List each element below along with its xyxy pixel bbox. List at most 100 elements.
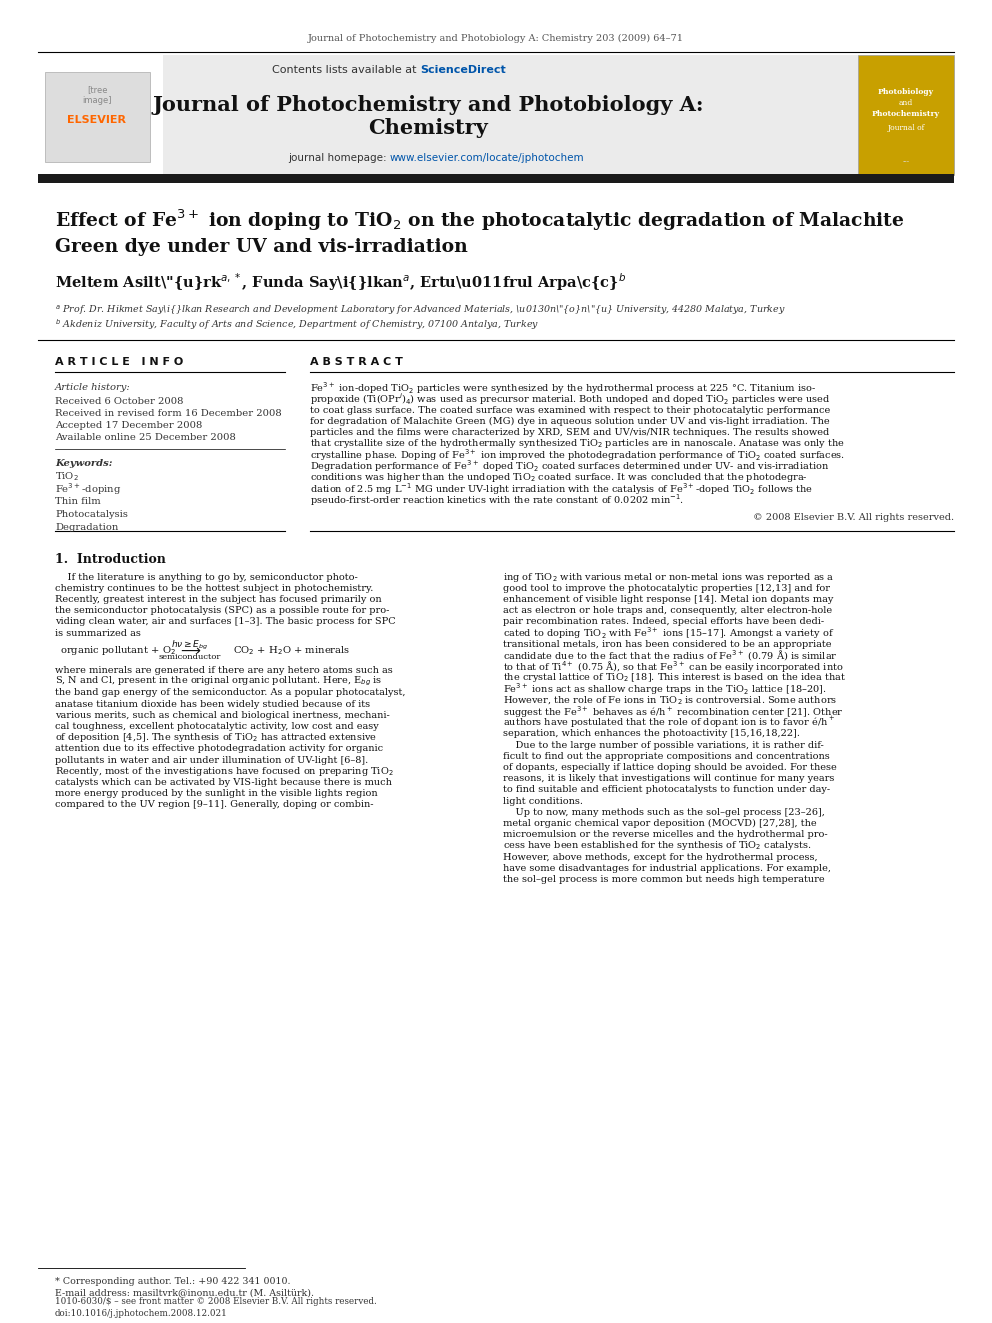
Text: Effect of Fe$^{3+}$ ion doping to TiO$_2$ on the photocatalytic degradation of M: Effect of Fe$^{3+}$ ion doping to TiO$_2… — [55, 208, 905, 233]
Text: have some disadvantages for industrial applications. For example,: have some disadvantages for industrial a… — [503, 864, 831, 873]
Text: Fe$^{3+}$ ion-doped TiO$_2$ particles were synthesized by the hydrothermal proce: Fe$^{3+}$ ion-doped TiO$_2$ particles we… — [310, 380, 816, 396]
Text: Journal of Photochemistry and Photobiology A:: Journal of Photochemistry and Photobiolo… — [152, 95, 703, 115]
Text: cess have been established for the synthesis of TiO$_2$ catalysts.: cess have been established for the synth… — [503, 840, 811, 852]
Text: good tool to improve the photocatalytic properties [12,13] and for: good tool to improve the photocatalytic … — [503, 583, 830, 593]
Text: candidate due to the fact that the radius of Fe$^{3+}$ (0.79 Å) is similar: candidate due to the fact that the radiu… — [503, 648, 837, 663]
Bar — [38, 56, 858, 175]
Text: the semiconductor photocatalysis (SPC) as a possible route for pro-: the semiconductor photocatalysis (SPC) a… — [55, 606, 390, 615]
Text: Degradation performance of Fe$^{3+}$ doped TiO$_2$ coated surfaces determined un: Degradation performance of Fe$^{3+}$ dop… — [310, 459, 829, 475]
Bar — [858, 56, 954, 175]
Text: $^a$ Prof. Dr. Hikmet Say\i{}lkan Research and Development Laboratory for Advanc: $^a$ Prof. Dr. Hikmet Say\i{}lkan Resear… — [55, 303, 786, 318]
Text: Up to now, many methods such as the sol–gel process [23–26],: Up to now, many methods such as the sol–… — [503, 808, 825, 816]
Text: various merits, such as chemical and biological inertness, mechani-: various merits, such as chemical and bio… — [55, 710, 390, 720]
Text: * Corresponding author. Tel.: +90 422 341 0010.: * Corresponding author. Tel.: +90 422 34… — [55, 1277, 291, 1286]
Text: more energy produced by the sunlight in the visible lights region: more energy produced by the sunlight in … — [55, 789, 378, 798]
Text: If the literature is anything to go by, semiconductor photo-: If the literature is anything to go by, … — [55, 573, 358, 582]
Text: organic pollutant + O$_2$: organic pollutant + O$_2$ — [60, 644, 176, 658]
Text: Keywords:: Keywords: — [55, 459, 112, 467]
Text: Journal of Photochemistry and Photobiology A: Chemistry 203 (2009) 64–71: Journal of Photochemistry and Photobiolo… — [308, 33, 684, 42]
Text: chemistry continues to be the hottest subject in photochemistry.: chemistry continues to be the hottest su… — [55, 583, 373, 593]
Text: catalysts which can be activated by VIS-light because there is much: catalysts which can be activated by VIS-… — [55, 778, 392, 787]
Text: Due to the large number of possible variations, it is rather dif-: Due to the large number of possible vari… — [503, 741, 823, 750]
Text: Recently, greatest interest in the subject has focused primarily on: Recently, greatest interest in the subje… — [55, 595, 382, 605]
Text: light conditions.: light conditions. — [503, 796, 583, 806]
Text: Degradation: Degradation — [55, 523, 118, 532]
Text: TiO$_2$: TiO$_2$ — [55, 471, 78, 483]
Text: Fe$^{3+}$-doping: Fe$^{3+}$-doping — [55, 482, 121, 497]
Text: ---: --- — [903, 157, 910, 165]
Text: A B S T R A C T: A B S T R A C T — [310, 357, 403, 366]
Text: However, above methods, except for the hydrothermal process,: However, above methods, except for the h… — [503, 853, 817, 861]
Text: compared to the UV region [9–11]. Generally, doping or combin-: compared to the UV region [9–11]. Genera… — [55, 800, 374, 810]
Text: ing of TiO$_2$ with various metal or non-metal ions was reported as a: ing of TiO$_2$ with various metal or non… — [503, 570, 834, 583]
Text: S, N and Cl, present in the original organic pollutant. Here, E$_{bg}$ is: S, N and Cl, present in the original org… — [55, 675, 383, 688]
Bar — [38, 56, 163, 175]
Text: $^b$ Akdeniz University, Faculty of Arts and Science, Department of Chemistry, 0: $^b$ Akdeniz University, Faculty of Arts… — [55, 318, 540, 332]
Text: act as electron or hole traps and, consequently, alter electron-hole: act as electron or hole traps and, conse… — [503, 606, 832, 615]
Text: viding clean water, air and surfaces [1–3]. The basic process for SPC: viding clean water, air and surfaces [1–… — [55, 618, 396, 627]
Text: pair recombination rates. Indeed, special efforts have been dedi-: pair recombination rates. Indeed, specia… — [503, 618, 824, 627]
Text: of dopants, especially if lattice doping should be avoided. For these: of dopants, especially if lattice doping… — [503, 763, 836, 773]
Text: [tree
image]: [tree image] — [82, 85, 112, 105]
Text: that crystallite size of the hydrothermally synthesized TiO$_2$ particles are in: that crystallite size of the hydrotherma… — [310, 438, 845, 451]
Text: Journal of: Journal of — [887, 124, 925, 132]
Text: conditions was higher than the undoped TiO$_2$ coated surface. It was concluded : conditions was higher than the undoped T… — [310, 471, 807, 484]
Text: ScienceDirect: ScienceDirect — [420, 65, 506, 75]
Text: transitional metals, iron has been considered to be an appropriate: transitional metals, iron has been consi… — [503, 640, 831, 648]
Text: the sol–gel process is more common but needs high temperature: the sol–gel process is more common but n… — [503, 875, 824, 884]
Text: $h\nu{\geq}E_{bg}$: $h\nu{\geq}E_{bg}$ — [172, 639, 208, 652]
Text: suggest the Fe$^{3+}$ behaves as é/h$^+$ recombination center [21]. Other: suggest the Fe$^{3+}$ behaves as é/h$^+$… — [503, 704, 843, 720]
Text: for degradation of Malachite Green (MG) dye in aqueous solution under UV and vis: for degradation of Malachite Green (MG) … — [310, 417, 829, 426]
Text: pollutants in water and air under illumination of UV-light [6–8].: pollutants in water and air under illumi… — [55, 755, 368, 765]
Text: 1010-6030/$ – see front matter © 2008 Elsevier B.V. All rights reserved.: 1010-6030/$ – see front matter © 2008 El… — [55, 1298, 377, 1307]
Text: CO$_2$ + H$_2$O + minerals: CO$_2$ + H$_2$O + minerals — [233, 644, 350, 656]
Text: reasons, it is likely that investigations will continue for many years: reasons, it is likely that investigation… — [503, 774, 834, 783]
Text: to find suitable and efficient photocatalysts to function under day-: to find suitable and efficient photocata… — [503, 786, 830, 795]
Text: cated to doping TiO$_2$ with Fe$^{3+}$ ions [15–17]. Amongst a variety of: cated to doping TiO$_2$ with Fe$^{3+}$ i… — [503, 626, 834, 642]
Text: Photochemistry: Photochemistry — [872, 110, 940, 118]
Text: Contents lists available at: Contents lists available at — [272, 65, 420, 75]
Text: E-mail address: masiltvrk@inonu.edu.tr (M. Asiltürk).: E-mail address: masiltvrk@inonu.edu.tr (… — [55, 1289, 314, 1298]
Text: and: and — [899, 99, 913, 107]
Text: attention due to its effective photodegradation activity for organic: attention due to its effective photodegr… — [55, 745, 383, 753]
Text: © 2008 Elsevier B.V. All rights reserved.: © 2008 Elsevier B.V. All rights reserved… — [753, 513, 954, 521]
Text: Article history:: Article history: — [55, 384, 131, 393]
Text: where minerals are generated if there are any hetero atoms such as: where minerals are generated if there ar… — [55, 665, 393, 675]
Bar — [45, 71, 150, 161]
Text: Meltem Asilt\"{u}rk$^{a,*}$, Funda Say\i{}lkan$^{a}$, Ertu\u011frul Arpa\c{c}$^{: Meltem Asilt\"{u}rk$^{a,*}$, Funda Say\i… — [55, 271, 626, 292]
Text: particles and the films were characterized by XRD, SEM and UV/vis/NIR techniques: particles and the films were characteriz… — [310, 429, 829, 438]
Text: Received 6 October 2008: Received 6 October 2008 — [55, 397, 184, 406]
Text: Thin film: Thin film — [55, 497, 101, 507]
Text: Accepted 17 December 2008: Accepted 17 December 2008 — [55, 421, 202, 430]
Text: Photocatalysis: Photocatalysis — [55, 509, 128, 519]
Text: journal homepage:: journal homepage: — [288, 153, 390, 163]
Text: cal toughness, excellent photocatalytic activity, low cost and easy: cal toughness, excellent photocatalytic … — [55, 722, 379, 730]
Text: ficult to find out the appropriate compositions and concentrations: ficult to find out the appropriate compo… — [503, 751, 829, 761]
Text: to coat glass surface. The coated surface was examined with respect to their pho: to coat glass surface. The coated surfac… — [310, 406, 830, 415]
Text: authors have postulated that the role of dopant ion is to favor é/h$^+$: authors have postulated that the role of… — [503, 716, 835, 730]
Text: microemulsion or the reverse micelles and the hydrothermal pro-: microemulsion or the reverse micelles an… — [503, 831, 827, 839]
Text: 1.  Introduction: 1. Introduction — [55, 553, 166, 566]
Text: anatase titanium dioxide has been widely studied because of its: anatase titanium dioxide has been widely… — [55, 700, 370, 709]
Text: to that of Ti$^{4+}$ (0.75 Å), so that Fe$^{3+}$ can be easily incorporated into: to that of Ti$^{4+}$ (0.75 Å), so that F… — [503, 659, 843, 675]
Text: enhancement of visible light response [14]. Metal ion dopants may: enhancement of visible light response [1… — [503, 595, 833, 605]
Bar — [38, 175, 954, 183]
Text: Recently, most of the investigations have focused on preparing TiO$_2$: Recently, most of the investigations hav… — [55, 765, 394, 778]
Text: Photobiology: Photobiology — [878, 89, 934, 97]
Text: the crystal lattice of TiO$_2$ [18]. This interest is based on the idea that: the crystal lattice of TiO$_2$ [18]. Thi… — [503, 672, 846, 684]
Text: semiconductor: semiconductor — [159, 654, 221, 662]
Text: propoxide (Ti(OPr$^i$)$_4$) was used as precursor material. Both undoped and dop: propoxide (Ti(OPr$^i$)$_4$) was used as … — [310, 392, 830, 407]
Text: the band gap energy of the semiconductor. As a popular photocatalyst,: the band gap energy of the semiconductor… — [55, 688, 406, 697]
Text: ELSEVIER: ELSEVIER — [67, 115, 127, 124]
Text: of deposition [4,5]. The synthesis of TiO$_2$ has attracted extensive: of deposition [4,5]. The synthesis of Ti… — [55, 732, 377, 744]
Text: www.elsevier.com/locate/jphotochem: www.elsevier.com/locate/jphotochem — [390, 153, 584, 163]
Text: Green dye under UV and vis-irradiation: Green dye under UV and vis-irradiation — [55, 238, 468, 255]
Text: crystalline phase. Doping of Fe$^{3+}$ ion improved the photodegradation perform: crystalline phase. Doping of Fe$^{3+}$ i… — [310, 447, 845, 463]
Text: dation of 2.5 mg L$^{-1}$ MG under UV-light irradiation with the catalysis of Fe: dation of 2.5 mg L$^{-1}$ MG under UV-li… — [310, 480, 813, 496]
Text: Fe$^{3+}$ ions act as shallow charge traps in the TiO$_2$ lattice [18–20].: Fe$^{3+}$ ions act as shallow charge tra… — [503, 681, 826, 697]
Text: is summarized as: is summarized as — [55, 628, 141, 638]
Text: However, the role of Fe ions in TiO$_2$ is controversial. Some authors: However, the role of Fe ions in TiO$_2$ … — [503, 695, 837, 706]
Text: A R T I C L E   I N F O: A R T I C L E I N F O — [55, 357, 184, 366]
Text: doi:10.1016/j.jphotochem.2008.12.021: doi:10.1016/j.jphotochem.2008.12.021 — [55, 1310, 228, 1319]
Text: Available online 25 December 2008: Available online 25 December 2008 — [55, 433, 236, 442]
